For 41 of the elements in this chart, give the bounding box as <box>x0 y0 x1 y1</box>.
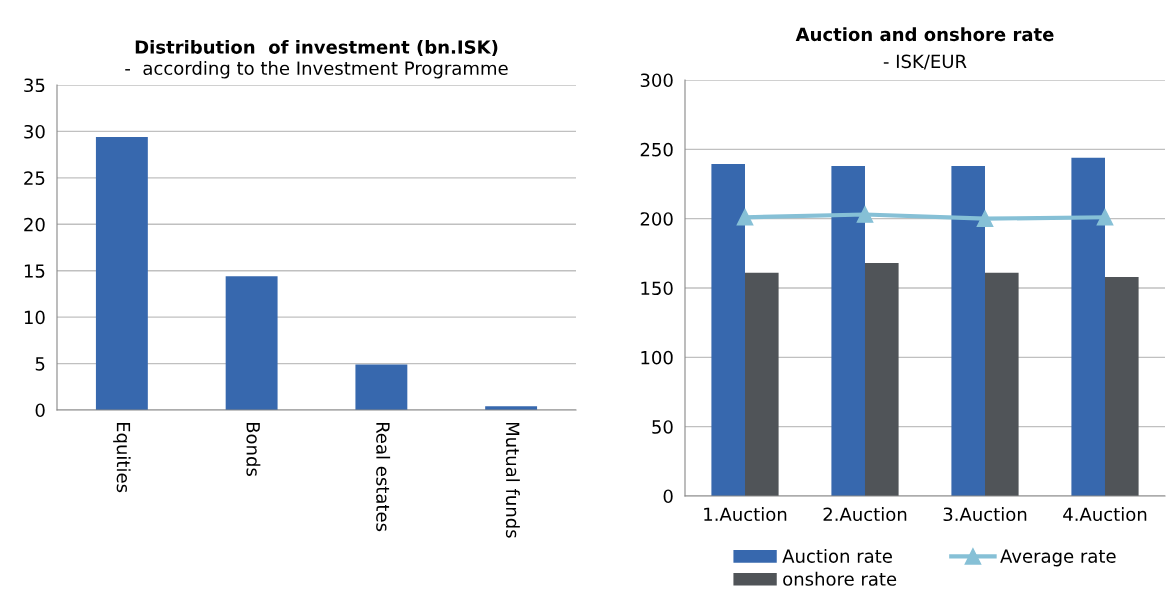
chart-title: Auction and onshore rate <box>795 27 1054 42</box>
legend-label: Average rate <box>1000 549 1116 567</box>
bar <box>865 263 899 496</box>
x-tick-label: 1.Auction <box>704 507 787 522</box>
bar <box>95 137 148 410</box>
x-tick-label: Mutual funds <box>505 422 520 538</box>
y-tick-label: 50 <box>652 420 673 434</box>
y-tick-label: 35 <box>24 78 45 93</box>
y-tick-label: 10 <box>24 310 45 325</box>
y-tick-label: 300 <box>640 73 673 88</box>
y-tick-label: 5 <box>35 357 45 371</box>
y-tick-label: 0 <box>35 403 45 418</box>
y-tick-label: 30 <box>24 124 45 139</box>
y-tick-label: 0 <box>663 489 673 504</box>
x-tick-label: Equities <box>113 422 131 493</box>
x-tick-label: Real estates <box>376 422 391 532</box>
y-tick-label: 15 <box>24 264 45 278</box>
bar <box>951 165 985 496</box>
x-tick-label: 2.Auction <box>823 507 907 522</box>
y-tick-label: 25 <box>24 171 45 185</box>
x-tick-label: 3.Auction <box>943 507 1027 522</box>
bar <box>711 163 745 496</box>
bar <box>985 272 1019 496</box>
bar <box>1071 157 1105 496</box>
bar <box>1105 276 1139 496</box>
bar <box>355 364 408 410</box>
chart-title: Distribution of investment (bn.ISK) <box>135 39 498 56</box>
chart-subtitle: - according to the Investment Programme <box>125 61 508 79</box>
bar <box>831 165 865 496</box>
y-tick-label: 100 <box>641 350 673 365</box>
chart-subtitle: - ISK/EUR <box>883 54 967 70</box>
y-tick-label: 150 <box>641 281 673 296</box>
bar <box>745 272 779 496</box>
legend-label: Auction rate <box>782 548 892 563</box>
y-tick-label: 250 <box>640 142 673 157</box>
x-tick-label: Bonds <box>246 422 261 476</box>
y-tick-label: 200 <box>640 212 673 226</box>
bar <box>225 276 278 410</box>
x-tick-label: 4.Auction <box>1063 507 1147 522</box>
legend-label: onshore rate <box>783 571 897 586</box>
y-tick-label: 20 <box>24 217 45 232</box>
